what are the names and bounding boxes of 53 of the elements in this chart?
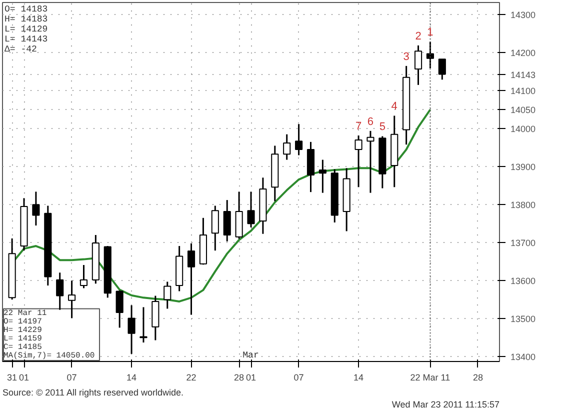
candlestick bbox=[426, 40, 434, 69]
candlestick bbox=[366, 130, 374, 194]
text: 1 bbox=[427, 26, 434, 39]
y-tick-label: 14300 bbox=[510, 10, 536, 20]
x-tick-label: 28 bbox=[234, 372, 244, 382]
text: 7 bbox=[355, 120, 362, 132]
y-tick-label: 14200 bbox=[510, 48, 536, 58]
candlestick bbox=[128, 304, 136, 355]
x-tick-label: 22 Mar 11 bbox=[410, 372, 450, 382]
candlestick bbox=[211, 204, 219, 252]
x-tick-label: 01 bbox=[246, 372, 256, 382]
candlestick bbox=[247, 190, 255, 228]
source-note: Source: © 2011 All rights reserved worldwide. bbox=[2, 388, 184, 398]
y-tick-label: 13400 bbox=[510, 352, 536, 362]
y-tick-label: 14050 bbox=[510, 105, 536, 116]
candlestick bbox=[164, 280, 172, 310]
annotation: O= 14183 H= 14183 L= 14129 L= 14143 Δ= -42 bbox=[4, 4, 48, 54]
x-tick-label: 31 bbox=[7, 372, 18, 382]
x-tick-label: 01 bbox=[19, 372, 30, 382]
y-tick-label: 14000 bbox=[510, 124, 536, 134]
y-tick-label: 13600 bbox=[510, 276, 536, 286]
candlestick bbox=[354, 134, 362, 188]
candlestick bbox=[116, 290, 124, 328]
x-tick-label: 14 bbox=[126, 372, 137, 382]
candlestick bbox=[438, 58, 446, 80]
text: Wed Mar 23 2011 11:15:57 bbox=[392, 400, 500, 409]
text: 4 bbox=[391, 100, 398, 113]
y-tick-label: 14100 bbox=[510, 86, 536, 96]
x-tick-label: 07 bbox=[294, 372, 304, 382]
candlestick bbox=[80, 264, 88, 289]
candlestick bbox=[318, 159, 326, 194]
x-tick-label: 07 bbox=[66, 372, 77, 382]
y-tick-label: 13500 bbox=[510, 314, 536, 324]
x-tick-label: 22 bbox=[186, 372, 196, 382]
candlestick bbox=[32, 190, 40, 226]
candlestick bbox=[283, 134, 291, 161]
y-tick-label: 13800 bbox=[510, 200, 536, 210]
y-tick-label: 14143 bbox=[510, 70, 536, 80]
y-tick-label: 13900 bbox=[510, 162, 536, 172]
text: 5 bbox=[379, 121, 386, 134]
text: 3 bbox=[403, 50, 410, 63]
candlestick bbox=[295, 123, 303, 156]
candlestick bbox=[223, 199, 231, 242]
y-tick-label: 13700 bbox=[510, 238, 536, 248]
annotation: Mar bbox=[242, 350, 259, 360]
text: 6 bbox=[367, 116, 374, 128]
x-tick-label: 28 bbox=[472, 372, 484, 382]
candlestick bbox=[187, 242, 196, 316]
x-tick-label: 14 bbox=[354, 372, 364, 382]
candlestick bbox=[140, 306, 148, 344]
text: 2 bbox=[415, 30, 422, 42]
candlestick bbox=[414, 44, 422, 86]
candlestick bbox=[56, 272, 64, 311]
